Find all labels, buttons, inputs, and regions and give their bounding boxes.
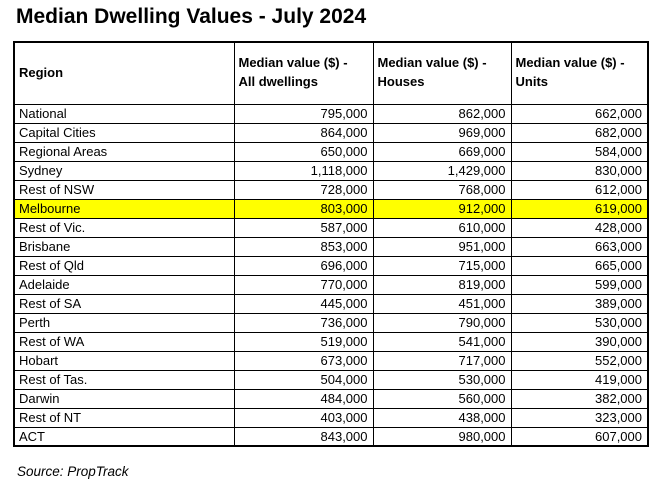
value-cell: 696,000 bbox=[233, 255, 374, 276]
dwelling-values-table: Region Median value ($) - All dwellings … bbox=[13, 41, 649, 447]
table-row: Capital Cities 864,000 969,000 682,000 bbox=[13, 122, 649, 143]
value-cell: 715,000 bbox=[372, 255, 512, 276]
region-cell: Rest of NT bbox=[13, 407, 235, 428]
table-row: Sydney 1,118,000 1,429,000 830,000 bbox=[13, 160, 649, 181]
page-title: Median Dwelling Values - July 2024 bbox=[16, 5, 367, 28]
value-cell: 389,000 bbox=[510, 293, 649, 314]
table-header-row: Region Median value ($) - All dwellings … bbox=[13, 41, 649, 105]
value-cell: 682,000 bbox=[510, 122, 649, 143]
value-cell: 803,000 bbox=[233, 198, 374, 219]
value-cell: 862,000 bbox=[372, 103, 512, 124]
value-cell: 530,000 bbox=[510, 312, 649, 333]
region-cell: Perth bbox=[13, 312, 235, 333]
value-cell: 541,000 bbox=[372, 331, 512, 352]
value-cell: 403,000 bbox=[233, 407, 374, 428]
region-cell: Brisbane bbox=[13, 236, 235, 257]
value-cell: 768,000 bbox=[372, 179, 512, 200]
table-row: Rest of Qld 696,000 715,000 665,000 bbox=[13, 255, 649, 276]
value-cell: 323,000 bbox=[510, 407, 649, 428]
region-cell: Adelaide bbox=[13, 274, 235, 295]
value-cell: 599,000 bbox=[510, 274, 649, 295]
value-cell: 619,000 bbox=[510, 198, 649, 219]
table-row: Rest of WA 519,000 541,000 390,000 bbox=[13, 331, 649, 352]
value-cell: 969,000 bbox=[372, 122, 512, 143]
column-header-region: Region bbox=[13, 41, 235, 105]
region-cell: Regional Areas bbox=[13, 141, 235, 162]
value-cell: 770,000 bbox=[233, 274, 374, 295]
value-cell: 530,000 bbox=[372, 369, 512, 390]
value-cell: 382,000 bbox=[510, 388, 649, 409]
value-cell: 830,000 bbox=[510, 160, 649, 181]
value-cell: 790,000 bbox=[372, 312, 512, 333]
value-cell: 612,000 bbox=[510, 179, 649, 200]
value-cell: 980,000 bbox=[372, 426, 512, 447]
table-row: Rest of NSW 728,000 768,000 612,000 bbox=[13, 179, 649, 200]
region-cell: Capital Cities bbox=[13, 122, 235, 143]
table-row: Darwin 484,000 560,000 382,000 bbox=[13, 388, 649, 409]
value-cell: 728,000 bbox=[233, 179, 374, 200]
region-cell: ACT bbox=[13, 426, 235, 447]
value-cell: 484,000 bbox=[233, 388, 374, 409]
value-cell: 419,000 bbox=[510, 369, 649, 390]
value-cell: 428,000 bbox=[510, 217, 649, 238]
value-cell: 504,000 bbox=[233, 369, 374, 390]
region-cell: Rest of Vic. bbox=[13, 217, 235, 238]
table-row: Brisbane 853,000 951,000 663,000 bbox=[13, 236, 649, 257]
value-cell: 665,000 bbox=[510, 255, 649, 276]
value-cell: 519,000 bbox=[233, 331, 374, 352]
region-cell: National bbox=[13, 103, 235, 124]
value-cell: 451,000 bbox=[372, 293, 512, 314]
region-cell: Rest of WA bbox=[13, 331, 235, 352]
value-cell: 951,000 bbox=[372, 236, 512, 257]
table-row: National 795,000 862,000 662,000 bbox=[13, 103, 649, 124]
value-cell: 587,000 bbox=[233, 217, 374, 238]
value-cell: 736,000 bbox=[233, 312, 374, 333]
value-cell: 610,000 bbox=[372, 217, 512, 238]
table-row: ACT 843,000 980,000 607,000 bbox=[13, 426, 649, 447]
value-cell: 662,000 bbox=[510, 103, 649, 124]
value-cell: 819,000 bbox=[372, 274, 512, 295]
value-cell: 912,000 bbox=[372, 198, 512, 219]
column-header-all-dwellings: Median value ($) - All dwellings bbox=[233, 41, 374, 105]
value-cell: 650,000 bbox=[233, 141, 374, 162]
value-cell: 853,000 bbox=[233, 236, 374, 257]
table-row: Rest of Vic. 587,000 610,000 428,000 bbox=[13, 217, 649, 238]
value-cell: 717,000 bbox=[372, 350, 512, 371]
value-cell: 673,000 bbox=[233, 350, 374, 371]
region-cell: Sydney bbox=[13, 160, 235, 181]
table-row: Perth 736,000 790,000 530,000 bbox=[13, 312, 649, 333]
region-cell: Rest of SA bbox=[13, 293, 235, 314]
table-row: Hobart 673,000 717,000 552,000 bbox=[13, 350, 649, 371]
value-cell: 584,000 bbox=[510, 141, 649, 162]
table-row: Rest of Tas. 504,000 530,000 419,000 bbox=[13, 369, 649, 390]
value-cell: 1,118,000 bbox=[233, 160, 374, 181]
region-cell: Darwin bbox=[13, 388, 235, 409]
value-cell: 663,000 bbox=[510, 236, 649, 257]
table-row: Rest of SA 445,000 451,000 389,000 bbox=[13, 293, 649, 314]
column-header-houses: Median value ($) - Houses bbox=[372, 41, 512, 105]
value-cell: 795,000 bbox=[233, 103, 374, 124]
table-row-highlighted: Melbourne 803,000 912,000 619,000 bbox=[13, 198, 649, 219]
region-cell: Melbourne bbox=[13, 198, 235, 219]
value-cell: 843,000 bbox=[233, 426, 374, 447]
region-cell: Rest of NSW bbox=[13, 179, 235, 200]
region-cell: Hobart bbox=[13, 350, 235, 371]
value-cell: 669,000 bbox=[372, 141, 512, 162]
region-cell: Rest of Tas. bbox=[13, 369, 235, 390]
value-cell: 607,000 bbox=[510, 426, 649, 447]
value-cell: 390,000 bbox=[510, 331, 649, 352]
value-cell: 864,000 bbox=[233, 122, 374, 143]
region-cell: Rest of Qld bbox=[13, 255, 235, 276]
value-cell: 552,000 bbox=[510, 350, 649, 371]
value-cell: 1,429,000 bbox=[372, 160, 512, 181]
table-row: Adelaide 770,000 819,000 599,000 bbox=[13, 274, 649, 295]
column-header-units: Median value ($) - Units bbox=[510, 41, 649, 105]
table-row: Rest of NT 403,000 438,000 323,000 bbox=[13, 407, 649, 428]
value-cell: 438,000 bbox=[372, 407, 512, 428]
source-note: Source: PropTrack bbox=[17, 464, 129, 479]
table-row: Regional Areas 650,000 669,000 584,000 bbox=[13, 141, 649, 162]
value-cell: 560,000 bbox=[372, 388, 512, 409]
value-cell: 445,000 bbox=[233, 293, 374, 314]
